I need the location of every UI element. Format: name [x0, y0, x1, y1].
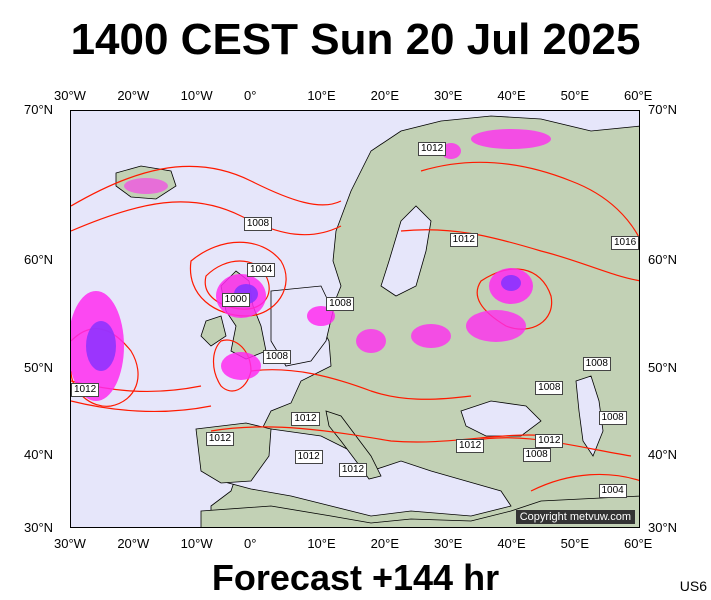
black-sea [460, 400, 542, 437]
precipitation-layer [71, 129, 551, 401]
isobar-line [210, 426, 552, 443]
model-code: US6 [679, 578, 707, 594]
longitude-tick-label: 20°E [370, 536, 399, 551]
rain-area [124, 178, 168, 194]
isobar-label: 1008 [262, 350, 292, 365]
isobar-label: 1012 [338, 462, 368, 477]
longitude-tick-label: 20°E [370, 88, 399, 103]
isobar-layer [71, 161, 639, 492]
isobar-label: 1012 [294, 450, 323, 465]
longitude-tick-label: 30°W [54, 536, 86, 551]
italy [325, 410, 382, 480]
caspian-sea [575, 375, 604, 457]
longitude-tick-label: 30°E [434, 88, 463, 103]
isobar-label: 1012 [71, 382, 100, 397]
rain-area [221, 352, 261, 380]
isobar-label: 1012 [449, 233, 478, 247]
latitude-tick-label: 50°N [24, 360, 54, 375]
copyright-notice: Copyright metvuw.com [515, 510, 635, 524]
isobar-line [204, 260, 270, 310]
isobar-label: 1008 [535, 381, 564, 396]
latitude-tick-label: 50°N [648, 360, 678, 375]
longitude-tick-label: 0° [244, 536, 257, 551]
rain-area [356, 329, 386, 353]
longitude-tick-label: 40°E [497, 88, 526, 103]
isobar-label: 1012 [205, 432, 235, 447]
longitude-tick-label: 40°E [497, 536, 526, 551]
isobar-label: 1004 [598, 484, 627, 499]
latitude-tick-label: 40°N [24, 447, 54, 462]
isobar-line [71, 165, 342, 207]
isobar-label: 1012 [456, 438, 485, 453]
ireland [200, 315, 227, 347]
longitude-tick-label: 60°E [624, 536, 653, 551]
longitude-tick-label: 30°W [54, 88, 86, 103]
isobar-label: 1008 [582, 356, 611, 371]
latitude-tick-label: 60°N [648, 252, 678, 267]
baltic-sea [380, 205, 432, 297]
isobar-label: 1000 [221, 292, 250, 307]
longitude-tick-label: 10°W [180, 88, 213, 103]
rain-area [471, 129, 551, 149]
latitude-tick-label: 60°N [24, 252, 54, 267]
isobar-label: 1012 [418, 141, 447, 156]
isobar-line [530, 473, 639, 492]
isobar-line [71, 201, 342, 236]
isobar-label: 1008 [598, 410, 627, 425]
isobar-line [189, 241, 287, 317]
isobar-line [400, 229, 639, 282]
rain-area [411, 324, 451, 348]
isobar-label: 1004 [247, 262, 276, 277]
longitude-tick-label: 0° [244, 88, 257, 103]
north-sea [270, 285, 334, 367]
longitude-tick-label: 20°W [117, 536, 150, 551]
longitude-tick-label: 10°E [307, 536, 336, 551]
longitude-tick-label: 50°E [560, 88, 589, 103]
latitude-tick-label: 70°N [648, 102, 678, 117]
isobar-label: 1008 [326, 297, 355, 312]
isobar-line [250, 369, 472, 400]
longitude-tick-label: 50°E [560, 536, 589, 551]
longitude-tick-label: 10°W [180, 536, 213, 551]
isobar-line [420, 161, 639, 239]
isobar-label: 1016 [611, 236, 639, 250]
heavy-rain-area [501, 275, 521, 291]
longitude-tick-label: 60°E [624, 88, 653, 103]
latitude-tick-label: 30°N [648, 520, 678, 535]
isobar-line [71, 400, 212, 413]
forecast-map: 1012 1008 1004 1000 1008 1012 1016 1008 1012 1012… [70, 110, 640, 528]
longitude-tick-label: 10°E [307, 88, 336, 103]
isobar-label: 1012 [535, 434, 564, 449]
latitude-tick-label: 70°N [24, 102, 54, 117]
isobar-line [212, 339, 252, 392]
latitude-tick-label: 30°N [24, 520, 54, 535]
isobar-label: 1008 [522, 448, 551, 463]
isobar-label: 1008 [243, 216, 273, 231]
isobar-line [476, 268, 553, 330]
forecast-label: Forecast +144 hr [211, 557, 500, 598]
isobar-label: 1012 [291, 411, 320, 426]
heavy-rain-area [86, 321, 116, 371]
rain-area [466, 310, 526, 342]
longitude-tick-label: 20°W [117, 88, 150, 103]
latitude-tick-label: 40°N [648, 447, 678, 462]
page-title: 1400 CEST Sun 20 Jul 2025 [70, 15, 641, 64]
longitude-tick-label: 30°E [434, 536, 463, 551]
